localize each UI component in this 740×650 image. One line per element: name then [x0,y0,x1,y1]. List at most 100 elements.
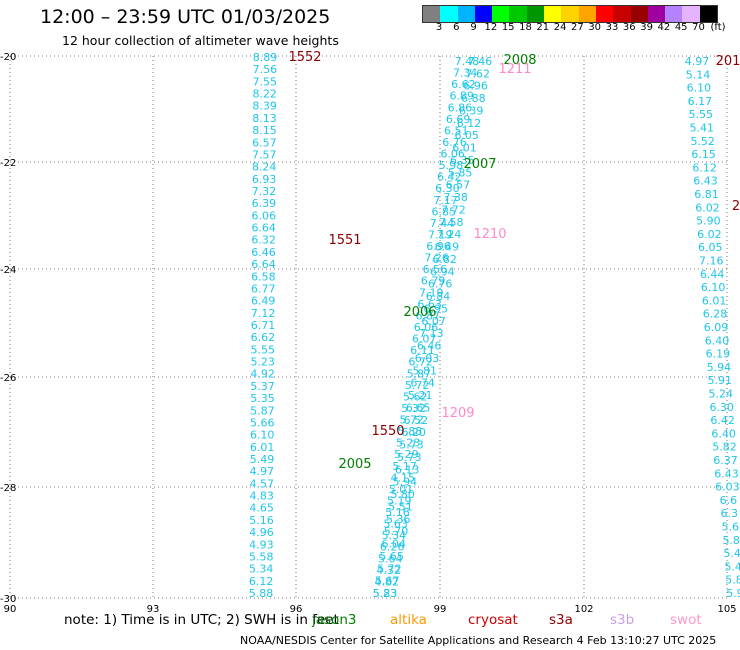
wave-height-value: 5.23 [396,437,421,450]
wave-height-value: 7.19 [428,229,453,242]
wave-height-value: 5.81 [413,364,438,377]
wave-height-value: 5.72 [405,379,430,392]
wave-height-value: 5.66 [250,417,275,430]
wave-height-value: 5.17 [392,460,417,473]
scale-label: 3 [435,22,443,33]
wave-height-value: 6.13 [395,463,420,476]
map-grid [9,55,728,599]
wave-height-value: 6.05 [698,241,723,254]
wave-height-value: 6.65 [406,401,431,414]
scale-swatch [682,6,700,22]
scale-label: (ft) [710,22,726,33]
wave-height-value: 6.49 [435,241,460,254]
scale-swatch [561,6,579,22]
wave-height-value: 6.26 [380,541,405,554]
wave-height-value: 8.13 [252,112,277,125]
wave-height-value: 6.94 [430,265,455,278]
wave-height-value: 7.26 [424,252,449,265]
wave-height-value: 5.91 [708,374,733,387]
wave-height-value: 7.17 [433,194,458,207]
wave-height-value: 6.37 [713,454,738,467]
wave-height-value: 6.72 [408,356,433,369]
wave-height-value: 5.70 [384,525,409,538]
wave-height-value: 5.90 [696,215,721,228]
wave-height-value: 5.34 [249,563,274,576]
wave-height-value: 6.52 [404,414,429,427]
satellite-legend-item: cryosat [468,612,518,628]
scale-swatch [526,6,545,22]
wave-height-value: 6.43 [714,467,739,480]
x-tick-label: 96 [290,604,303,615]
footer-credit: NOAA/NESDIS Center for Satellite Applica… [240,634,717,647]
wave-height-value: 6.57 [446,179,471,192]
wave-height-value: 6.10 [250,429,275,442]
wave-height-value: 5.8 [725,574,740,587]
wave-height-value: 6.46 [417,340,442,353]
wave-height-value: 5.72 [377,562,402,575]
wave-height-value: 7.13 [419,327,444,340]
wave-height-value: 7.48 [455,55,480,68]
scale-label: 12 [484,22,498,33]
wave-height-value: 6.43 [693,175,718,188]
wave-height-value: 6.28 [703,308,728,321]
map-title: 12:00 – 23:59 UTC 01/03/2025 [40,6,331,28]
wave-height-value: 5.29 [394,448,419,461]
wave-height-value: 5.94 [393,476,418,489]
wave-height-value: 6.35 [450,154,475,167]
pass-time-label: 2005 [338,457,371,472]
wave-height-value: 7.62 [466,67,491,80]
wave-height-value: 6.76 [428,278,453,291]
wave-height-value: 6.74 [410,377,435,390]
wave-height-value: 5.51 [388,500,413,513]
wave-height-value: 6.82 [432,253,457,266]
wave-height-value: 5.41 [690,122,715,135]
wave-height-value: 6.04 [382,538,407,551]
wave-height-value: 5.23 [250,356,275,369]
wave-height-value: 6.09 [704,321,729,334]
wave-height-value: 5.88 [398,425,423,438]
wave-height-value: 5.82 [712,441,737,454]
x-tick-label: 93 [147,604,160,615]
pass-time-label: 201 [716,54,740,69]
wave-height-value: 6.06 [440,148,465,161]
wave-height-value: 5.14 [686,68,711,81]
wave-height-value: 6.01 [452,142,477,155]
wave-height-value: 6.06 [414,321,439,334]
wave-height-value: 5.4 [724,560,740,573]
wave-height-value: 5.01 [389,483,414,496]
wave-height-value: 4.97 [250,465,275,478]
wave-height-value: 6.77 [251,283,276,296]
wave-height-value: 6.40 [705,334,730,347]
wave-height-value: 6.07 [421,315,446,328]
axis-labels: 90 93 96 99 102 105 -20 -22 -24 -26 -28 -30 [0,52,737,615]
wave-height-value: 8.22 [252,88,277,101]
wave-height-value: 7.24 [437,228,462,241]
scale-label: 27 [571,22,584,33]
wave-height-value: 6.96 [426,240,451,253]
scale-swatch [578,6,596,22]
pass-time-label: 1552 [288,50,321,65]
scale-label: 30 [588,22,602,33]
wave-height-value: 6.20 [401,426,426,439]
pass-time-label: 2 [732,199,740,214]
y-tick-label: -20 [0,52,16,63]
wave-height-value: 6.96 [463,80,488,93]
scale-label: 15 [501,22,515,33]
wave-height-value: 6.02 [695,201,720,214]
wave-height-value: 6.42 [710,414,735,427]
satellite-legend-item: swot [670,612,702,628]
wave-height-value: 7.38 [443,191,468,204]
wave-height-value: 5.8 [722,534,740,547]
wave-height-value: 5.62 [403,390,428,403]
wave-height-value: 7.32 [252,185,277,198]
scale-label: 42 [657,22,671,33]
wave-height-value: 5.21 [408,389,433,402]
wave-height-value: 5.98 [439,159,464,172]
wave-height-value: 7.58 [439,216,464,229]
satellite-legend-item: s3b [610,612,635,628]
scale-label: 36 [622,22,636,33]
wave-height-value: 6.56 [423,263,448,276]
wave-height-value: 7.57 [252,149,277,162]
